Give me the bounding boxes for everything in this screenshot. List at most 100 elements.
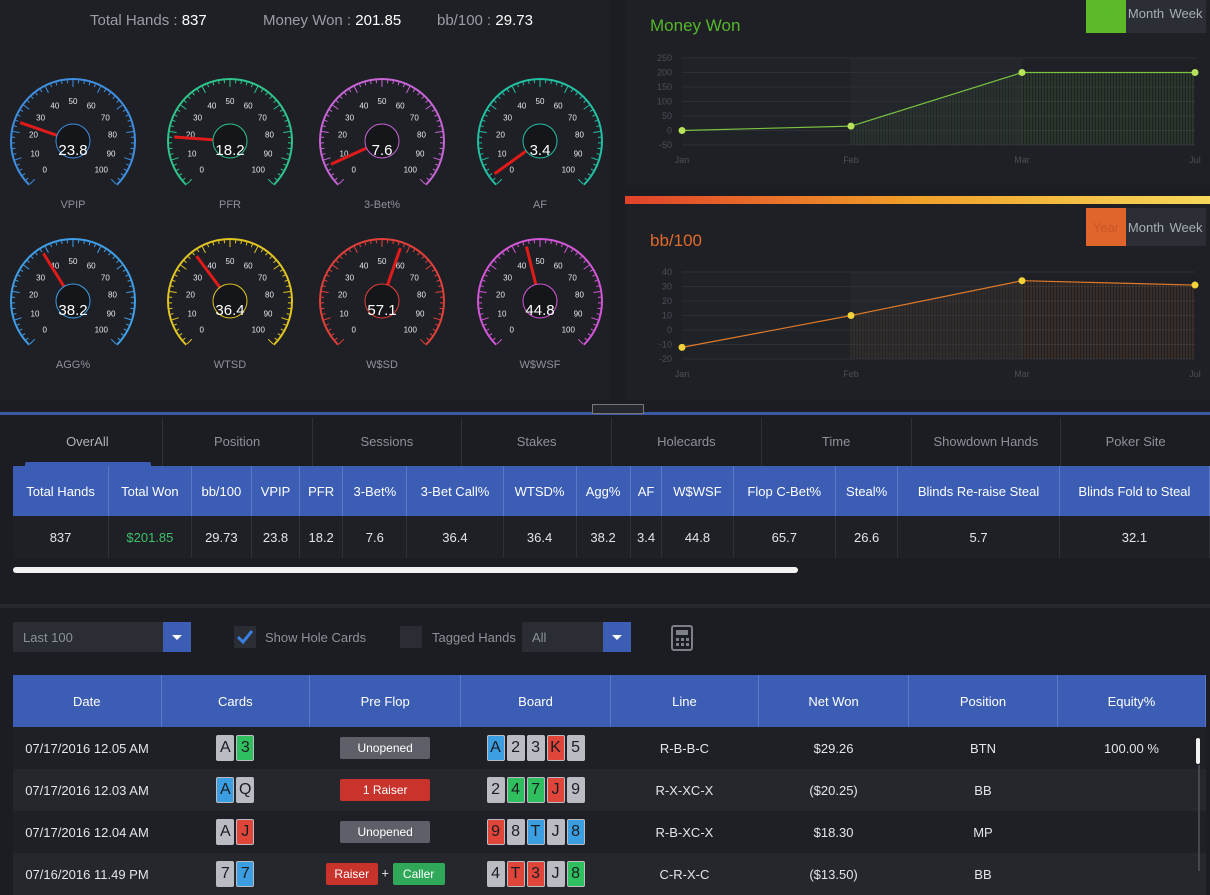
gauge-tick — [329, 270, 332, 272]
summary-column-header[interactable]: 3-Bet Call% — [407, 466, 503, 516]
summary-column-header[interactable]: Blinds Fold to Steal — [1059, 466, 1209, 516]
gauge-tick — [274, 261, 276, 263]
hands-column-header[interactable]: Equity% — [1057, 675, 1205, 727]
gauge-tick — [171, 286, 174, 287]
month-button[interactable]: Month — [1126, 208, 1166, 246]
tab-overall[interactable]: OverAll — [13, 418, 163, 466]
gauge-tick — [529, 241, 530, 244]
chevron-down-icon[interactable] — [603, 622, 631, 652]
tab-position[interactable]: Position — [163, 418, 313, 466]
gauge-tick — [184, 101, 186, 103]
playing-card: J — [547, 777, 565, 803]
summary-column-header[interactable]: Blinds Re-raise Steal — [898, 466, 1060, 516]
range-dropdown-value: Last 100 — [23, 630, 73, 645]
tab-sessions[interactable]: Sessions — [313, 418, 463, 466]
gauge-tick — [503, 253, 505, 255]
gauge-tick — [497, 179, 502, 184]
stats-panel: Total Hands : 837 Money Won : 201.85 bb/… — [0, 0, 610, 400]
hands-column-header[interactable]: Board — [461, 675, 611, 727]
gauge-tick — [45, 87, 48, 93]
gauge-tick-label: 10 — [31, 309, 40, 318]
summary-column-header[interactable]: AF — [630, 466, 662, 516]
gauge-tick — [493, 338, 495, 340]
chevron-down-icon[interactable] — [163, 622, 191, 652]
gauge-tick — [360, 84, 361, 87]
gauge-tick — [360, 244, 361, 247]
month-button[interactable]: Month — [1126, 0, 1166, 33]
summary-column-header[interactable]: PFR — [299, 466, 342, 516]
gauge-tick — [20, 169, 23, 170]
range-dropdown[interactable]: Last 100 — [13, 622, 191, 652]
playing-card: K — [547, 735, 565, 761]
summary-column-header[interactable]: WTSD% — [503, 466, 576, 516]
gauge-tick-label: 50 — [226, 257, 235, 266]
tab-time[interactable]: Time — [762, 418, 912, 466]
tab-showdown-hands[interactable]: Showdown Hands — [912, 418, 1062, 466]
horizontal-scrollbar[interactable] — [13, 567, 798, 573]
gauge-tick — [268, 179, 273, 184]
week-button[interactable]: Week — [1166, 208, 1206, 246]
gauge-tick — [437, 280, 440, 281]
gauge-tick — [24, 105, 30, 109]
gauge-tick — [482, 318, 489, 320]
gauge-tick — [480, 291, 487, 292]
gauge-tick — [485, 275, 488, 276]
gauge-tick — [287, 314, 290, 315]
gauge-tick — [332, 334, 334, 336]
vertical-scroll-track[interactable] — [1198, 765, 1200, 871]
equity-cell — [1057, 811, 1205, 853]
calculator-icon[interactable] — [671, 625, 693, 656]
vertical-scrollbar[interactable] — [1196, 738, 1200, 764]
gauge-tick — [483, 280, 486, 281]
year-button[interactable]: Year — [1086, 0, 1126, 33]
hands-column-header[interactable]: Cards — [161, 675, 310, 727]
hands-column-header[interactable]: Line — [610, 675, 758, 727]
summary-column-header[interactable]: Flop C-Bet% — [733, 466, 836, 516]
bb100-range-buttons: Year Month Week — [1086, 208, 1206, 246]
splitter-handle[interactable] — [592, 404, 644, 414]
tagged-hands-checkbox[interactable] — [400, 626, 422, 648]
summary-column-header[interactable]: bb/100 — [191, 466, 251, 516]
gauge-tick — [16, 120, 19, 121]
hands-column-header[interactable]: Date — [13, 675, 161, 727]
summary-column-header[interactable]: 3-Bet% — [343, 466, 407, 516]
summary-column-header[interactable]: VPIP — [252, 466, 300, 516]
tab-holecards[interactable]: Holecards — [612, 418, 762, 466]
money-won-value: 201.85 — [355, 12, 401, 29]
gauge-tick — [261, 249, 263, 252]
summary-column-header[interactable]: Agg% — [576, 466, 630, 516]
playing-card: 3 — [527, 735, 545, 761]
y-tick-label: 40 — [662, 267, 672, 277]
summary-column-header[interactable]: W$WSF — [662, 466, 733, 516]
summary-column-header[interactable]: Total Won — [109, 466, 192, 516]
hands-column-header[interactable]: Position — [909, 675, 1058, 727]
summary-column-header[interactable]: Steal% — [836, 466, 898, 516]
tab-stakes[interactable]: Stakes — [462, 418, 612, 466]
gauge-tick-label: 40 — [517, 101, 526, 110]
gauge-tick — [407, 247, 410, 253]
week-button[interactable]: Week — [1166, 0, 1206, 33]
summary-column-header[interactable]: Total Hands — [13, 466, 109, 516]
gauge-tick — [493, 178, 495, 180]
tab-poker-site[interactable]: Poker Site — [1061, 418, 1210, 466]
show-hole-cards-checkbox[interactable] — [234, 626, 256, 648]
x-tick-label: Mar — [1014, 155, 1030, 165]
gauge-tick-label: 40 — [207, 261, 216, 270]
gauge-tick — [183, 338, 185, 340]
checkmark-icon — [234, 626, 256, 648]
hands-column-header[interactable]: Net Won — [759, 675, 909, 727]
hands-column-header[interactable]: Pre Flop — [310, 675, 461, 727]
tag-filter-dropdown[interactable]: All — [522, 622, 631, 652]
gauge-tick-label: 30 — [503, 273, 512, 282]
year-button[interactable]: Year — [1086, 208, 1126, 246]
gauge-tick — [285, 280, 288, 281]
gauge-tick — [283, 324, 286, 325]
